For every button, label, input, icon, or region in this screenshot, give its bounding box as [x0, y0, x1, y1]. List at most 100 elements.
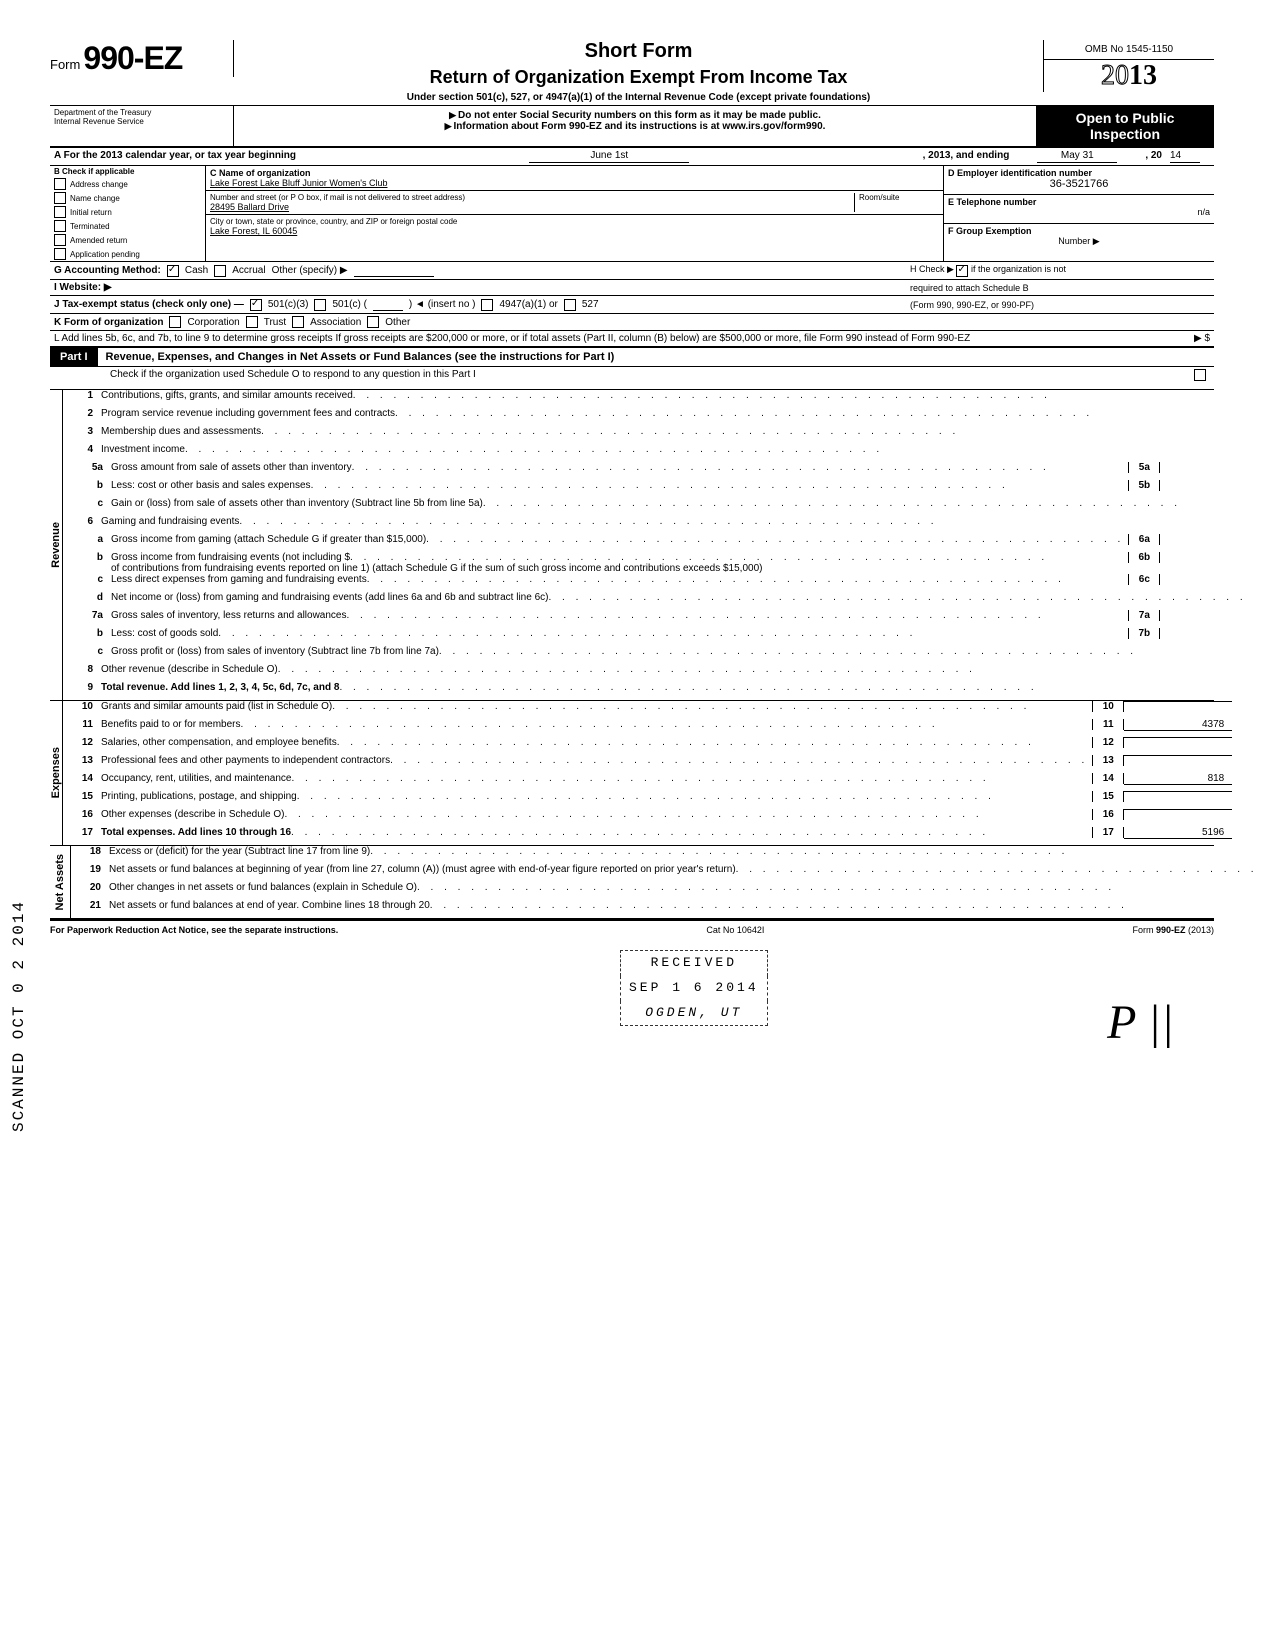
line-l6c: cLess direct expenses from gaming and fu…: [63, 574, 1264, 592]
omb-box: OMB No 1545-1150 20201313: [1043, 40, 1214, 92]
line-a-suffix: , 20: [1145, 150, 1162, 161]
line-text: Occupancy, rent, utilities, and maintena…: [101, 773, 1092, 784]
line-l6d: dNet income or (loss) from gaming and fu…: [63, 592, 1264, 610]
org-name: Lake Forest Lake Bluff Junior Women's Cl…: [210, 178, 939, 188]
tax-year-begin: June 1st: [529, 150, 689, 163]
line-num: 13: [63, 755, 101, 766]
cb-app-pending[interactable]: [54, 248, 66, 260]
line-text: Net income or (loss) from gaming and fun…: [111, 592, 1264, 603]
right-val: [1124, 737, 1232, 738]
cb-trust[interactable]: [246, 316, 258, 328]
right-val: 5196: [1124, 827, 1232, 839]
line-num: 10: [63, 701, 101, 712]
line-num: b: [63, 628, 111, 639]
c-label: C Name of organization: [210, 168, 939, 178]
line-l19: 19Net assets or fund balances at beginni…: [71, 864, 1264, 882]
cb-name-change[interactable]: [54, 192, 66, 204]
line-num: c: [63, 498, 111, 509]
cb-assoc[interactable]: [292, 316, 304, 328]
line-l6b: bGross income from fundraising events (n…: [63, 552, 1264, 574]
netassets-section: Net Assets 18Excess or (deficit) for the…: [50, 846, 1214, 920]
inner-num: 6b: [1128, 552, 1160, 563]
line-num: 20: [71, 882, 109, 893]
cb-other[interactable]: [367, 316, 379, 328]
line-l16: 16Other expenses (describe in Schedule O…: [63, 809, 1232, 827]
cb-accrual[interactable]: [214, 265, 226, 277]
line-num: 15: [63, 791, 101, 802]
g-label: G Accounting Method:: [54, 265, 161, 276]
revenue-section: Revenue 1Contributions, gifts, grants, a…: [50, 390, 1214, 701]
l-text: L Add lines 5b, 6c, and 7b, to line 9 to…: [54, 333, 1124, 344]
right-val: [1124, 809, 1232, 810]
line-text: Excess or (deficit) for the year (Subtra…: [109, 846, 1264, 857]
part1-check: Check if the organization used Schedule …: [110, 369, 1194, 380]
dept-treasury: Department of the Treasury: [54, 108, 229, 117]
cb-terminated[interactable]: [54, 220, 66, 232]
i-label: I Website: ▶: [54, 282, 112, 293]
inner-num: 6a: [1128, 534, 1160, 545]
line-num: 5a: [63, 462, 111, 473]
city-label: City or town, state or province, country…: [210, 217, 939, 226]
line-l6a: aGross income from gaming (attach Schedu…: [63, 534, 1264, 552]
ein: 36-3521766: [948, 178, 1210, 190]
cb-h[interactable]: [956, 265, 968, 277]
line-l11: 11Benefits paid to or for members . . . …: [63, 719, 1232, 737]
line-text: Gross profit or (loss) from sales of inv…: [111, 646, 1264, 657]
f-number: Number ▶: [948, 236, 1210, 247]
line-l7a: 7aGross sales of inventory, less returns…: [63, 610, 1264, 628]
line-text: Less: cost or other basis and sales expe…: [111, 480, 1128, 491]
right-num: 17: [1092, 827, 1124, 838]
form-header: Form 990-EZ Short Form Return of Organiz…: [50, 40, 1214, 103]
title-box: Short Form Return of Organization Exempt…: [234, 40, 1043, 103]
vlabel-netassets: Net Assets: [54, 854, 66, 910]
room-label: Room/suite: [859, 193, 939, 202]
right-val: [1124, 791, 1232, 792]
form-ref: Form Form 990-EZ (2013)990-EZ (2013): [1132, 925, 1214, 935]
line-text: Gain or (loss) from sale of assets other…: [111, 498, 1264, 509]
paperwork-notice: For Paperwork Reduction Act Notice, see …: [50, 925, 338, 935]
cb-501c3[interactable]: [250, 299, 262, 311]
line-text: Gaming and fundraising events . . . . . …: [101, 516, 1264, 527]
ssn-notice: Do not enter Social Security numbers on …: [238, 110, 1032, 121]
line-text: Total expenses. Add lines 10 through 16 …: [101, 827, 1092, 838]
line-text: Gross income from gaming (attach Schedul…: [111, 534, 1128, 545]
tax-year-end-yr: 14: [1170, 150, 1200, 163]
cb-amended[interactable]: [54, 234, 66, 246]
part1-title: Revenue, Expenses, and Changes in Net As…: [98, 351, 615, 363]
vlabel-expenses: Expenses: [50, 747, 62, 798]
line-num: 19: [71, 864, 109, 875]
line-num: c: [63, 646, 111, 657]
line-num: 16: [63, 809, 101, 820]
cb-corp[interactable]: [169, 316, 181, 328]
line-text: Less direct expenses from gaming and fun…: [111, 574, 1128, 585]
cb-initial-return[interactable]: [54, 206, 66, 218]
line-num: 17: [63, 827, 101, 838]
line-l9: 9Total revenue. Add lines 1, 2, 3, 4, 5c…: [63, 682, 1264, 700]
cb-527[interactable]: [564, 299, 576, 311]
line-num: b: [63, 552, 111, 563]
ein-section: D Employer identification number 36-3521…: [944, 166, 1214, 261]
right-num: 12: [1092, 737, 1124, 748]
cb-4947[interactable]: [481, 299, 493, 311]
line-a-prefix: A For the 2013 calendar year, or tax yea…: [54, 150, 296, 161]
line-l1: 1Contributions, gifts, grants, and simil…: [63, 390, 1264, 408]
section-b: B Check if applicable Address change Nam…: [50, 166, 206, 261]
scanned-stamp: SCANNED OCT 0 2 2014: [10, 900, 28, 1132]
line-num: 7a: [63, 610, 111, 621]
line-text: Gross sales of inventory, less returns a…: [111, 610, 1128, 621]
line-num: 11: [63, 719, 101, 730]
line-num: 8: [63, 664, 101, 675]
line-num: 3: [63, 426, 101, 437]
cb-cash[interactable]: [167, 265, 179, 277]
cb-address-change[interactable]: [54, 178, 66, 190]
line-l5b: bLess: cost or other basis and sales exp…: [63, 480, 1264, 498]
cb-501c[interactable]: [314, 299, 326, 311]
cb-schedule-o[interactable]: [1194, 369, 1206, 381]
line-text: Program service revenue including govern…: [101, 408, 1264, 419]
f-label: F Group Exemption: [948, 226, 1032, 236]
line-num: a: [63, 534, 111, 545]
line-num: d: [63, 592, 111, 603]
right-num: 13: [1092, 755, 1124, 766]
line-num: 1: [63, 390, 101, 401]
line-text: Less: cost of goods sold . . . . . . . .…: [111, 628, 1128, 639]
